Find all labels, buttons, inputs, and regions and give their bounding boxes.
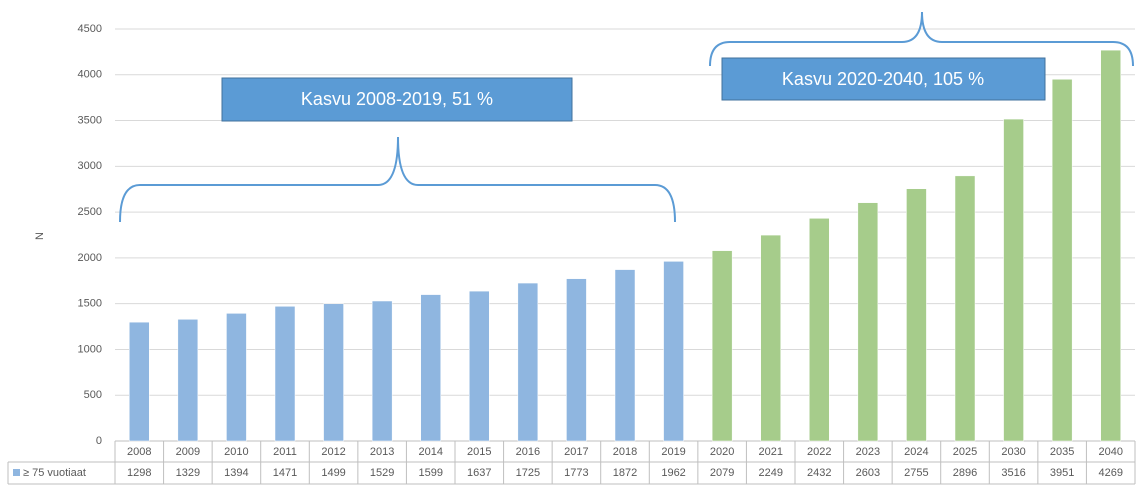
y-tick-label: 3000 [78,160,102,172]
x-tick-label: 2009 [176,446,200,458]
brace [709,11,1134,67]
bar [517,282,539,442]
table-value: 1394 [224,467,248,479]
y-tick-label: 1000 [78,343,102,355]
bar [469,290,490,442]
bar [566,278,587,442]
bar [906,188,927,442]
bar [323,303,344,442]
bar [274,306,296,442]
bar [177,319,199,442]
bar [663,261,684,442]
x-tick-label: 2011 [273,446,297,458]
annotation: Kasvu 2008-2019, 51 % [301,89,493,109]
annotation: Kasvu 2020-2040, 105 % [782,69,984,89]
x-tick-label: 2022 [807,446,831,458]
bar [371,300,393,442]
y-tick-label: 4000 [78,69,102,81]
bar [857,202,879,442]
table-value: 2896 [953,467,977,479]
bar [1051,79,1073,442]
x-tick-label: 2012 [321,446,345,458]
x-tick-label: 2040 [1098,446,1122,458]
x-tick-label: 2010 [224,446,248,458]
x-tick-label: 2014 [418,446,442,458]
table-value: 2249 [758,467,782,479]
bar [1100,49,1121,442]
bar [809,218,830,442]
table-value: 1329 [176,467,200,479]
table-value: 1298 [127,467,151,479]
bar [226,313,247,442]
x-tick-label: 2019 [661,446,685,458]
x-tick-label: 2035 [1050,446,1074,458]
table-value: 1529 [370,467,394,479]
bar [760,234,781,442]
x-tick-label: 2016 [516,446,540,458]
x-tick-label: 2017 [564,446,588,458]
y-tick-label: 500 [84,389,102,401]
table-value: 1499 [321,467,345,479]
x-tick-label: 2020 [710,446,734,458]
x-tick-label: 2013 [370,446,394,458]
x-tick-label: 2024 [904,446,928,458]
y-tick-label: 0 [96,435,102,447]
annotation-box [721,57,1046,101]
bar [420,294,441,442]
y-tick-label: 4500 [78,23,102,35]
bar [711,250,733,442]
bar [1003,118,1024,442]
table-value: 2755 [904,467,928,479]
table-value: 3951 [1050,467,1074,479]
table-value: 3516 [1001,467,1025,479]
x-tick-label: 2008 [127,446,151,458]
table-value: 1637 [467,467,491,479]
y-axis-label: N [34,232,46,240]
table-value: 2432 [807,467,831,479]
x-tick-label: 2023 [856,446,880,458]
x-tick-label: 2018 [613,446,637,458]
y-tick-label: 1500 [78,298,102,310]
x-tick-label: 2030 [1001,446,1025,458]
brace [119,136,676,223]
y-tick-label: 2000 [78,252,102,264]
table-value: 2603 [856,467,880,479]
table-value: 1599 [418,467,442,479]
table-value: 1773 [564,467,588,479]
x-tick-label: 2021 [758,446,782,458]
table-value: 1471 [273,467,297,479]
bar [614,269,636,442]
x-tick-label: 2015 [467,446,491,458]
legend-label: ≥ 75 vuotiaat [23,467,86,479]
bar [954,175,976,442]
y-tick-label: 2500 [78,206,102,218]
table-value: 1872 [613,467,637,479]
legend-key [13,469,20,476]
bar [129,321,150,442]
table-value: 1725 [516,467,540,479]
table-value: 1962 [661,467,685,479]
x-tick-label: 2025 [953,446,977,458]
annotation-box [221,77,573,122]
table-value: 4269 [1098,467,1122,479]
table-value: 2079 [710,467,734,479]
y-tick-label: 3500 [78,114,102,126]
